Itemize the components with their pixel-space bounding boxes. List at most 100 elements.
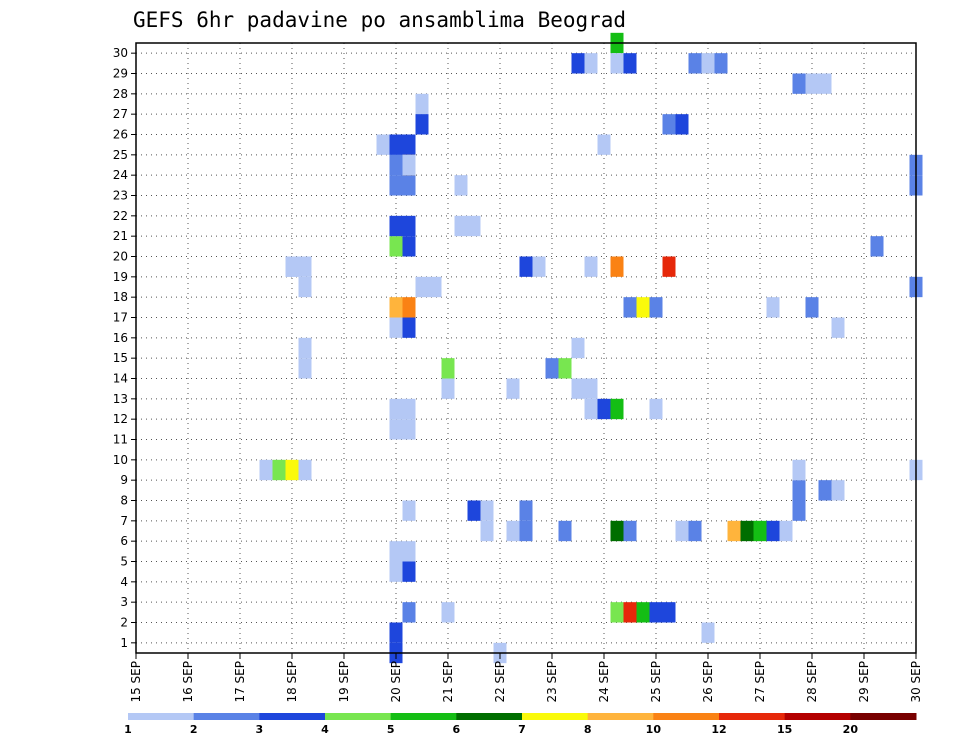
x-tick-label: 22 SEP xyxy=(493,661,507,703)
y-tick-label: 1 xyxy=(120,636,128,650)
y-tick-label: 3 xyxy=(120,595,128,609)
y-tick-label: 28 xyxy=(113,87,128,101)
precip-cell xyxy=(415,276,429,298)
y-tick-label: 29 xyxy=(113,67,128,81)
y-tick-label: 13 xyxy=(113,392,128,406)
x-tick-label: 18 SEP xyxy=(285,661,299,703)
precip-cell xyxy=(389,297,403,318)
colorbar-swatch xyxy=(587,713,654,720)
precip-cell xyxy=(298,337,312,359)
y-tick-label: 26 xyxy=(113,128,128,142)
y-tick-label: 11 xyxy=(113,433,128,447)
precip-cell xyxy=(402,500,416,521)
precip-cell xyxy=(402,602,416,623)
precip-cell xyxy=(558,520,572,542)
x-tick-label: 20 SEP xyxy=(389,661,403,703)
precip-cell xyxy=(389,215,403,237)
precip-cell xyxy=(402,541,416,562)
precip-cell xyxy=(805,73,819,94)
precip-cell xyxy=(571,378,585,399)
precip-cell xyxy=(402,154,416,176)
precip-cell xyxy=(571,53,585,74)
precip-cell xyxy=(259,459,273,481)
precip-cell xyxy=(649,297,663,318)
precip-cell xyxy=(636,297,650,318)
colorbar-swatch xyxy=(653,713,720,720)
precip-cell xyxy=(467,500,481,521)
colorbar-swatch xyxy=(522,713,589,720)
x-tick-label: 24 SEP xyxy=(597,661,611,703)
y-tick-label: 17 xyxy=(113,311,128,325)
colorbar-label: 2 xyxy=(190,723,198,736)
x-tick-label: 17 SEP xyxy=(233,661,247,703)
precip-cell xyxy=(389,541,403,562)
precip-cell xyxy=(389,236,403,257)
precip-cell xyxy=(402,215,416,237)
x-tick-label: 21 SEP xyxy=(441,661,455,703)
precip-cell xyxy=(623,602,637,623)
precip-cell xyxy=(532,256,546,277)
colorbar-swatch xyxy=(784,713,851,720)
precip-cell xyxy=(649,398,663,420)
y-tick-label: 22 xyxy=(113,209,128,223)
precip-cell xyxy=(597,134,611,155)
y-tick-label: 19 xyxy=(113,270,128,284)
precip-cell xyxy=(415,93,429,115)
precip-cell xyxy=(454,215,468,237)
y-tick-label: 9 xyxy=(120,473,128,487)
colorbar-label: 10 xyxy=(646,723,662,736)
precip-cell xyxy=(402,561,416,582)
precip-cell xyxy=(285,256,299,277)
precip-cell xyxy=(727,520,741,542)
x-axis: 15 SEP 16 SEP 17 SEP 18 SEP 19 SEP 20 SEP 21 S… xyxy=(129,653,923,703)
precip-cell xyxy=(740,520,754,542)
precip-cell xyxy=(636,602,650,623)
precip-cell xyxy=(402,317,416,338)
colorbar-swatch xyxy=(193,713,260,720)
precip-cell xyxy=(766,520,780,542)
y-tick-label: 8 xyxy=(120,494,128,508)
precip-cell xyxy=(402,297,416,318)
precip-cell xyxy=(818,480,832,501)
precip-cell xyxy=(662,602,676,623)
y-tick-label: 30 xyxy=(113,46,128,60)
precip-cell xyxy=(389,317,403,338)
x-tick-label: 16 SEP xyxy=(181,661,195,703)
colorbar-swatch xyxy=(719,713,786,720)
precip-cell xyxy=(506,520,520,542)
precip-cell xyxy=(272,459,286,481)
grid xyxy=(136,43,916,653)
colorbar-label: 15 xyxy=(777,723,792,736)
chart-title: GEFS 6hr padavine po ansamblima Beograd xyxy=(133,8,626,32)
y-tick-label: 4 xyxy=(120,575,128,589)
precip-cell xyxy=(454,175,468,196)
y-tick-label: 21 xyxy=(113,229,128,243)
precip-cell xyxy=(662,114,676,135)
y-tick-label: 20 xyxy=(113,250,128,264)
precip-cell xyxy=(480,520,494,542)
x-tick-label: 26 SEP xyxy=(701,661,715,703)
precip-cell xyxy=(584,378,598,399)
precip-cell xyxy=(701,53,715,74)
precip-cell xyxy=(792,73,806,94)
precip-cell xyxy=(402,398,416,420)
colorbar-swatch xyxy=(390,713,457,720)
precip-cell xyxy=(675,520,689,542)
y-tick-label: 12 xyxy=(113,412,128,426)
data-cells xyxy=(259,32,923,664)
precip-cell xyxy=(610,398,624,420)
precip-cell xyxy=(389,561,403,582)
x-tick-label: 30 SEP xyxy=(909,661,923,703)
y-tick-label: 24 xyxy=(113,168,128,182)
precip-cell xyxy=(610,520,624,542)
precip-cell xyxy=(441,602,455,623)
x-tick-label: 27 SEP xyxy=(753,661,767,703)
precip-cell xyxy=(792,459,806,481)
precip-cell xyxy=(506,378,520,399)
precip-cell xyxy=(610,602,624,623)
colorbar-label: 3 xyxy=(256,723,264,736)
precip-cell xyxy=(480,500,494,521)
y-tick-label: 18 xyxy=(113,290,128,304)
precip-cell xyxy=(675,114,689,135)
precip-cell xyxy=(571,337,585,359)
